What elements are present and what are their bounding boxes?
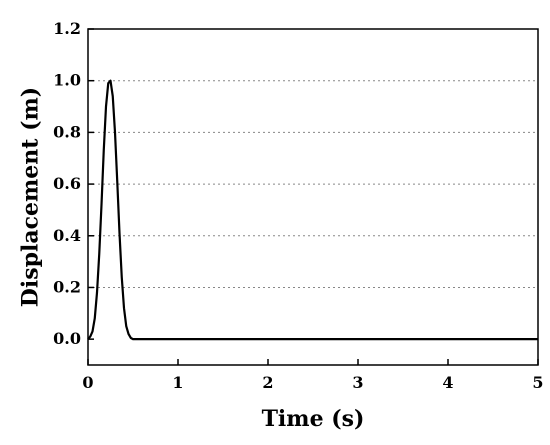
- x-axis: 0 1 2 3 4 5: [82, 359, 544, 392]
- x-axis-title: Time (s): [262, 406, 365, 432]
- x-tick-label: 3: [352, 373, 363, 392]
- series-group: [87, 79, 538, 341]
- x-tick-label: 5: [532, 373, 543, 392]
- series-line: [87, 79, 538, 341]
- x-tick-label: 4: [442, 373, 453, 392]
- y-tick-label: 0.8: [53, 122, 81, 141]
- y-tick-label: 0.6: [53, 174, 81, 193]
- grid-lines: [88, 80, 538, 288]
- y-tick-label: 0.4: [53, 226, 81, 245]
- y-tick-label: 1.0: [53, 71, 81, 90]
- y-axis-title: Displacement (m): [18, 87, 44, 307]
- x-tick-label: 1: [172, 373, 183, 392]
- y-tick-label: 1.2: [53, 19, 81, 38]
- y-tick-label: 0.2: [53, 277, 81, 296]
- x-tick-label: 2: [262, 373, 273, 392]
- x-tick-label: 0: [82, 373, 93, 392]
- y-tick-label: 0.0: [53, 329, 81, 348]
- plot-frame: [87, 28, 539, 366]
- y-axis: 0.0 0.2 0.4 0.6 0.8 1.0 1.2: [53, 19, 94, 348]
